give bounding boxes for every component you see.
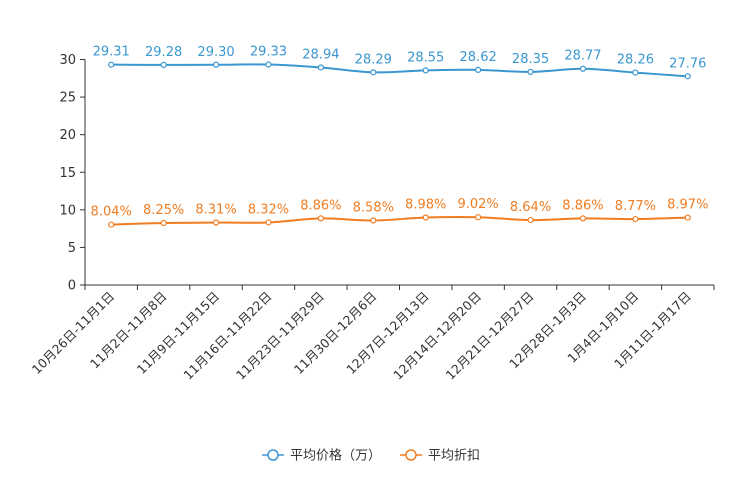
data-label: 28.35 — [512, 52, 549, 67]
data-label: 28.77 — [564, 49, 601, 64]
data-label: 8.31% — [195, 203, 236, 218]
data-point — [475, 214, 482, 221]
legend-label: 平均折扣 — [428, 449, 480, 464]
data-point — [579, 215, 587, 222]
legend-label: 平均价格（万） — [290, 448, 381, 464]
data-point — [632, 69, 639, 76]
data-label: 28.29 — [355, 52, 392, 67]
data-point — [579, 65, 587, 72]
data-label: 29.30 — [197, 45, 234, 60]
data-point — [422, 214, 429, 221]
data-label: 8.86% — [300, 198, 341, 213]
x-tick-label: 12月14日-12月20日 — [390, 289, 484, 383]
y-tick-label: 15 — [59, 166, 76, 181]
legend-marker-icon — [267, 449, 279, 461]
y-tick-label: 20 — [59, 128, 76, 143]
series-layer: 29.31 29.28 29.30 29.33 28.94 28.29 28.55 28.62… — [91, 45, 708, 228]
data-point — [160, 61, 167, 69]
data-point — [317, 215, 324, 222]
data-label: 28.62 — [460, 50, 497, 65]
data-label: 8.86% — [562, 198, 603, 213]
legend-item-1: 平均价格（万） — [262, 448, 381, 464]
data-label: 8.32% — [248, 202, 289, 217]
data-label: 9.02% — [457, 197, 498, 212]
series-line-1 — [111, 63, 688, 78]
y-tick-label: 30 — [59, 53, 76, 68]
data-label: 8.97% — [667, 198, 708, 213]
data-label: 8.64% — [510, 200, 551, 215]
data-label: 8.58% — [353, 201, 394, 216]
data-point — [422, 67, 429, 74]
data-point — [265, 61, 272, 68]
data-label: 27.76 — [669, 56, 706, 71]
x-tick-label: 12月21日-12月27日 — [443, 289, 537, 383]
data-point — [370, 69, 377, 76]
legend: 平均价格（万） 平均折扣 — [262, 448, 480, 464]
data-label: 8.77% — [615, 199, 656, 214]
y-tick-label: 0 — [68, 279, 76, 294]
data-point — [212, 219, 220, 226]
legend-item-2: 平均折扣 — [400, 449, 480, 464]
data-label: 8.98% — [405, 198, 446, 213]
y-tick-label: 10 — [59, 203, 76, 218]
data-label: 29.31 — [93, 45, 130, 60]
data-point — [684, 214, 691, 221]
data-label: 8.04% — [91, 205, 132, 220]
data-point — [684, 73, 691, 80]
y-tick-label: 5 — [68, 241, 76, 256]
data-point — [632, 215, 639, 223]
data-point — [108, 221, 115, 228]
data-point — [160, 219, 167, 227]
data-point — [475, 66, 482, 73]
x-tick-label: 11月16日-11月22日 — [180, 289, 274, 383]
data-point — [212, 61, 220, 68]
data-point — [527, 216, 534, 224]
data-label: 8.25% — [143, 203, 184, 218]
data-label: 29.33 — [250, 45, 287, 60]
data-label: 28.26 — [617, 53, 654, 68]
data-point — [370, 217, 377, 224]
legend-marker-icon — [405, 449, 417, 461]
data-point — [265, 219, 272, 226]
data-label: 28.55 — [407, 50, 444, 65]
data-point — [317, 64, 324, 71]
y-tick-label: 25 — [59, 91, 76, 106]
data-point — [527, 68, 534, 76]
series-line-2 — [111, 215, 688, 226]
x-tick-label: 11月23日-11月29日 — [233, 289, 327, 383]
data-point — [108, 61, 115, 68]
data-label: 29.28 — [145, 45, 182, 60]
data-label: 28.94 — [302, 47, 339, 62]
